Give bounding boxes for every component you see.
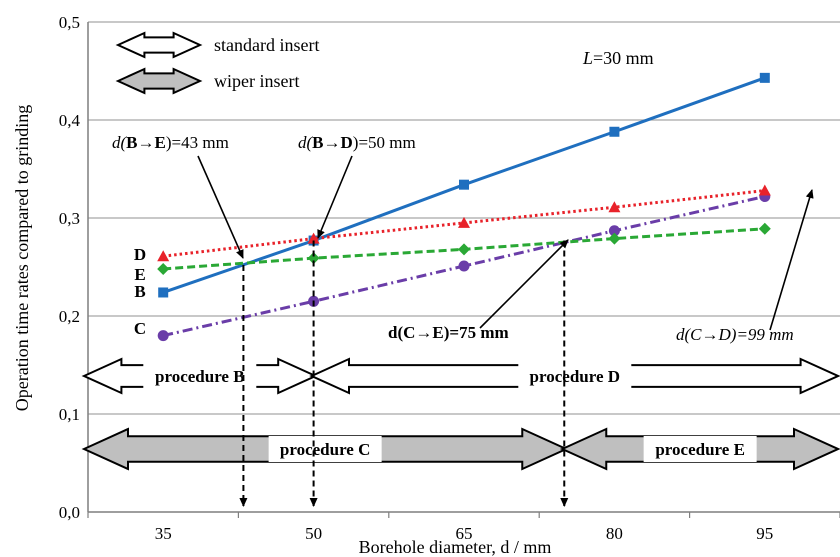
procedure-label-bg: [518, 363, 632, 389]
series-name-label: D: [134, 245, 146, 264]
data-point: [759, 72, 770, 83]
data-point: [608, 201, 621, 213]
tick-labels: 0,0 0,1 0,2 0,3 0,4 0,5 35 50 65 80 95: [59, 13, 774, 543]
series-name-label: E: [134, 265, 145, 284]
procedure-label: procedure E: [655, 440, 745, 459]
x-tick-label: 65: [456, 524, 473, 543]
data-point: [609, 126, 620, 137]
data-point: [458, 216, 470, 228]
y-tick-label: 0,3: [59, 209, 80, 228]
pointer-arrow: [317, 155, 353, 239]
y-tick-label: 0,0: [59, 503, 80, 522]
procedure-label: procedure D: [530, 367, 621, 386]
data-point: [158, 287, 169, 298]
x-tick-label: 50: [305, 524, 322, 543]
x-tick-label: 95: [756, 524, 773, 543]
legend-label: standard insert: [214, 35, 319, 55]
y-tick-label: 0,2: [59, 307, 80, 326]
legend-arrow: [115, 67, 203, 95]
intersection-label: d(C→E)=75 mm: [388, 323, 509, 342]
legend-label: wiper insert: [214, 71, 299, 91]
x-axis-title: Borehole diameter, d / mm: [359, 537, 552, 557]
procedure-bands: procedure B procedure D procedure C procedu…: [81, 357, 840, 471]
procedure-label: procedure C: [280, 440, 371, 459]
intersection-label: d(C→D)=99 mm: [676, 325, 794, 344]
pointer-arrow: [769, 189, 814, 331]
x-tick-label: 80: [606, 524, 623, 543]
annotations: d(B→E)=43 mm d(B→D)=50 mm d(C→E)=75 mm d(C→…: [112, 133, 814, 507]
legend: standard insert wiper insert L=30 mm: [115, 31, 654, 95]
x-tick-label: 35: [155, 524, 172, 543]
legend-arrow: [115, 31, 203, 59]
intersection-label: d(B→D)=50 mm: [298, 133, 416, 152]
length-note: L=30 mm: [582, 48, 654, 68]
procedure-label-bg: [143, 363, 257, 389]
procedure-label: procedure B: [155, 367, 245, 386]
axes: [87, 22, 840, 518]
intersection-label: d(B→E)=43 mm: [112, 133, 229, 152]
data-point: [758, 184, 771, 196]
procedure-label-bg: [643, 436, 757, 462]
data-point: [608, 232, 621, 245]
data-point: [459, 179, 469, 190]
y-tick-label: 0,5: [59, 13, 80, 32]
data-point: [458, 260, 470, 272]
y-tick-label: 0,4: [59, 111, 81, 130]
data-point: [157, 330, 169, 342]
y-axis-title: Operation time rates compared to grindin…: [12, 105, 32, 411]
pointer-arrow: [197, 155, 244, 259]
data-point: [307, 252, 320, 265]
y-tick-label: 0,1: [59, 405, 80, 424]
procedure-label-bg: [268, 436, 382, 462]
data-point: [157, 262, 170, 275]
series-name-label: B: [134, 282, 145, 301]
series-group: BC DE: [134, 72, 771, 342]
data-point: [458, 243, 470, 256]
series-name-label: C: [134, 319, 146, 338]
data-point: [157, 250, 170, 262]
pointer-arrow: [479, 239, 569, 329]
data-point: [608, 225, 620, 237]
data-point: [307, 232, 320, 244]
data-point: [758, 222, 771, 235]
